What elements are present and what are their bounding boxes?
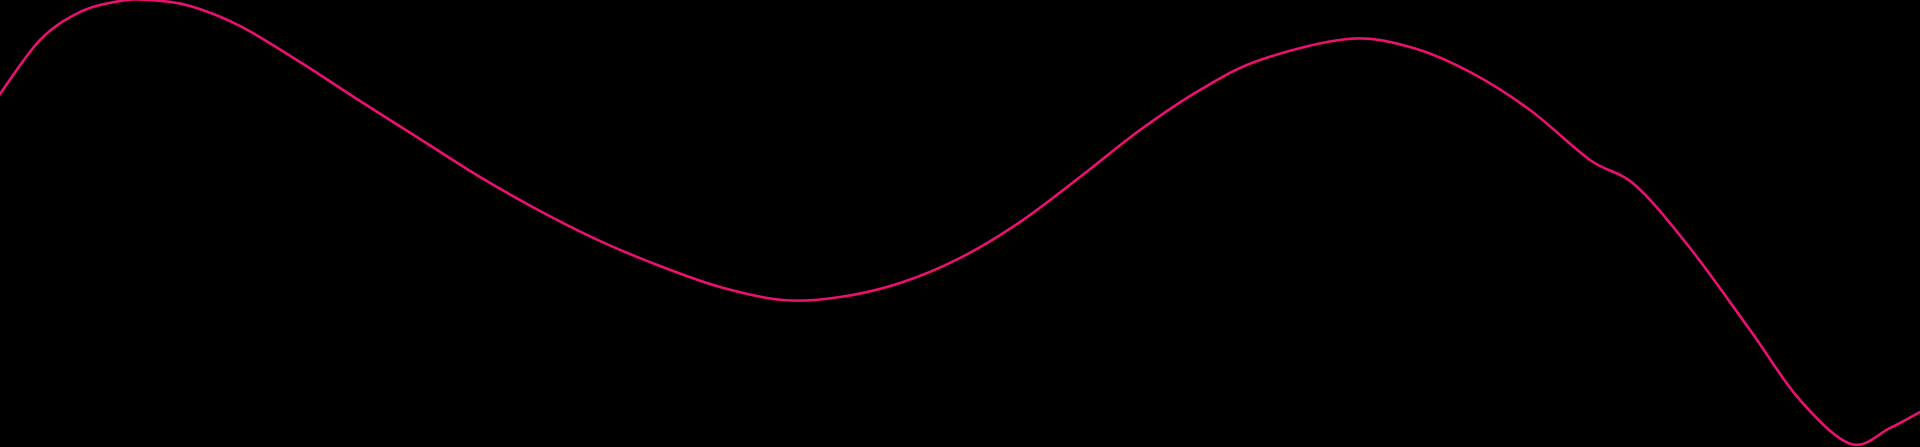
plot-background <box>0 0 1920 447</box>
wave-curve-plot <box>0 0 1920 447</box>
wave-curve-canvas <box>0 0 1920 447</box>
wave-curve-line <box>0 0 1920 447</box>
series-group <box>0 0 1920 447</box>
